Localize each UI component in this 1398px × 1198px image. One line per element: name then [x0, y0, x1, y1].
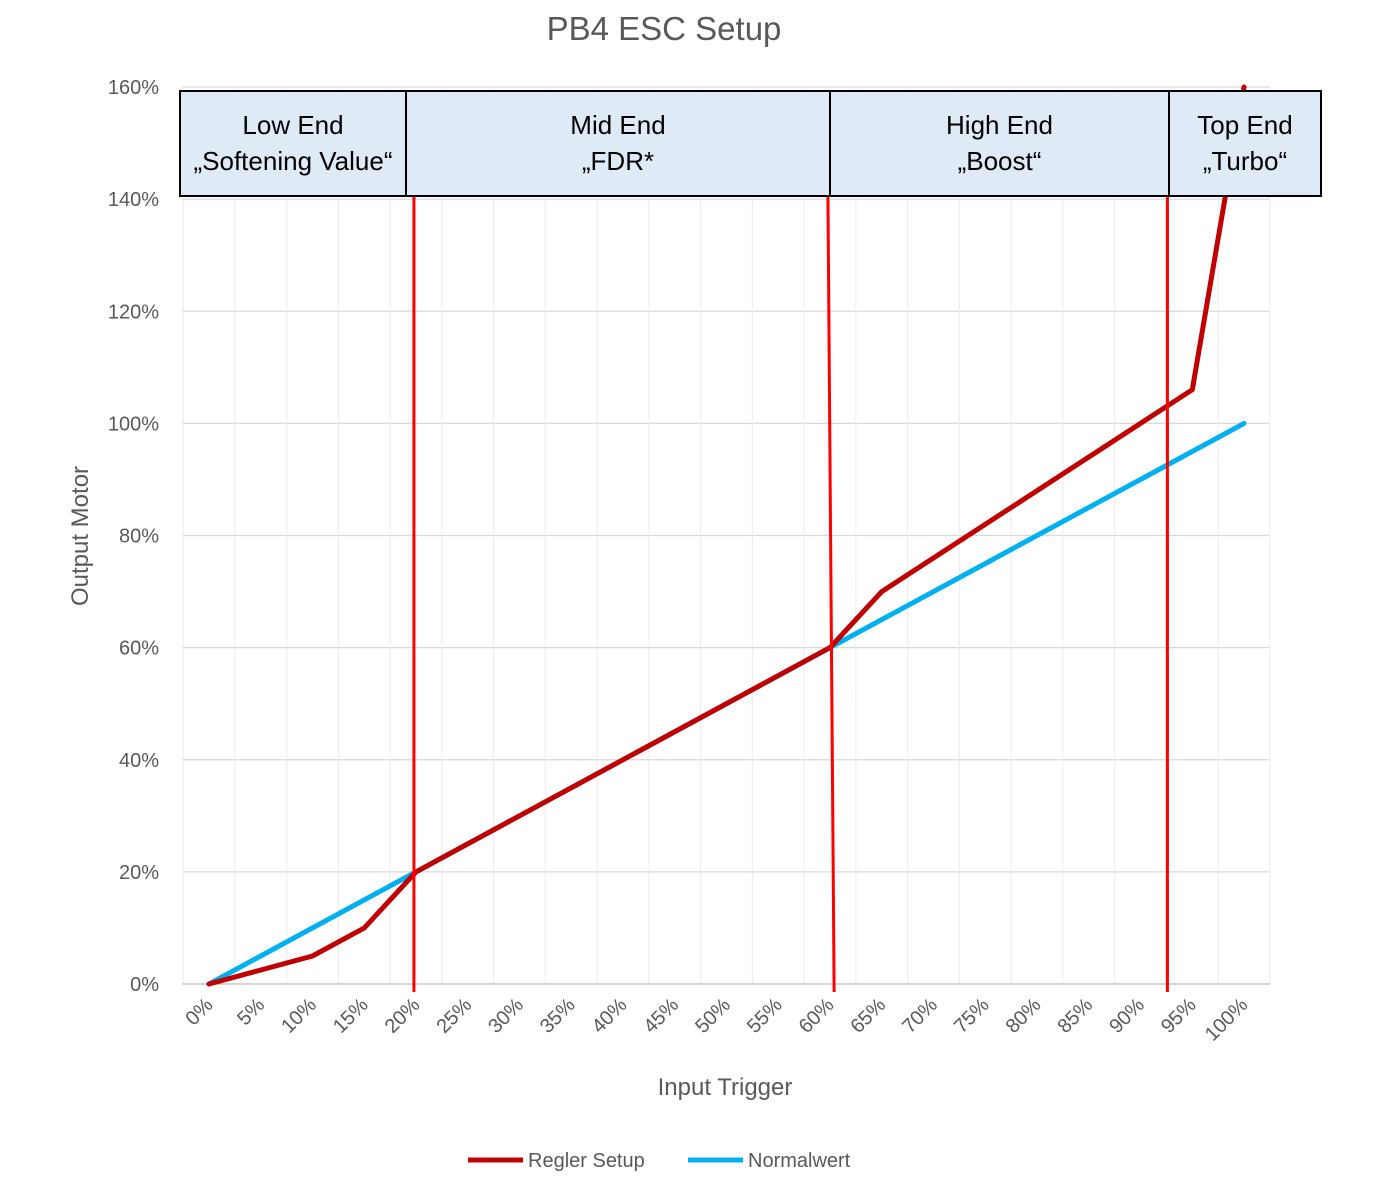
y-tick-label: 20% [119, 862, 159, 884]
zone-box [1168, 90, 1322, 197]
zone-title: Low End [242, 110, 343, 140]
x-tick-label: 55% [743, 994, 787, 1038]
chart-title: PB4 ESC Setup [547, 10, 782, 47]
x-tick-label: 10% [277, 994, 321, 1038]
zone-subtitle: „Turbo“ [1203, 146, 1287, 176]
zone-box [829, 90, 1170, 197]
y-tick-label: 120% [108, 301, 159, 323]
zone-box [405, 90, 831, 197]
x-tick-label: 100% [1201, 994, 1253, 1046]
x-tick-label: 80% [1002, 994, 1046, 1038]
zone-divider-lines [412, 195, 1169, 993]
zone-title: Top End [1197, 110, 1292, 140]
x-tick-label: 75% [950, 994, 994, 1038]
x-tick-label: 60% [795, 994, 839, 1038]
zone-title: Mid End [570, 110, 665, 140]
y-tick-label: 80% [119, 526, 159, 548]
x-tick-label: 85% [1053, 994, 1097, 1038]
series-layer [206, 84, 1247, 987]
x-tick-label: 45% [639, 994, 683, 1038]
zone-title: High End [946, 110, 1053, 140]
zone-header-boxes: Low End „Softening Value“ Mid End „FDR* High… [179, 90, 1322, 197]
legend-label: Regler Setup [528, 1150, 645, 1172]
y-tick-label: 160% [108, 77, 159, 99]
x-tick-label: 95% [1157, 994, 1201, 1038]
zone-box [179, 90, 407, 197]
x-tick-label: 65% [846, 994, 890, 1038]
x-tick-label: 90% [1105, 994, 1149, 1038]
y-axis-label: Output Motor [67, 466, 94, 606]
zone-divider-line [826, 195, 836, 993]
x-tick-label: 35% [536, 994, 580, 1038]
y-tick-label: 60% [119, 638, 159, 660]
x-tick-label: 25% [432, 994, 476, 1038]
x-tick-label: 40% [588, 994, 632, 1038]
x-tick-label: 20% [381, 994, 425, 1038]
zone-subtitle: „Boost“ [958, 146, 1042, 176]
legend: Regler Setup Normalwert [468, 1150, 851, 1172]
y-tick-label: 0% [130, 974, 159, 996]
x-tick-label: 0% [182, 994, 218, 1030]
legend-label: Normalwert [748, 1150, 851, 1172]
zone-subtitle: „FDR* [582, 146, 654, 176]
x-tick-label: 50% [691, 994, 735, 1038]
x-axis-ticks: 0% 5% 10% 15% 20% 25% 30% 35% 40% 45% 50% 55% 60% 65%… [182, 994, 1253, 1046]
zone-subtitle: „Softening Value“ [194, 146, 393, 176]
y-tick-label: 140% [108, 189, 159, 211]
y-tick-label: 40% [119, 750, 159, 772]
x-axis-label: Input Trigger [658, 1074, 793, 1101]
x-tick-label: 70% [898, 994, 942, 1038]
grid-layer [182, 86, 1271, 985]
series-line-regler-setup [206, 84, 1247, 987]
x-tick-label: 15% [329, 994, 373, 1038]
y-axis-ticks: 0% 20% 40% 60% 80% 100% 120% 140% 160% [108, 77, 159, 996]
y-tick-label: 100% [108, 413, 159, 435]
x-tick-label: 30% [484, 994, 528, 1038]
x-tick-label: 5% [233, 994, 269, 1030]
